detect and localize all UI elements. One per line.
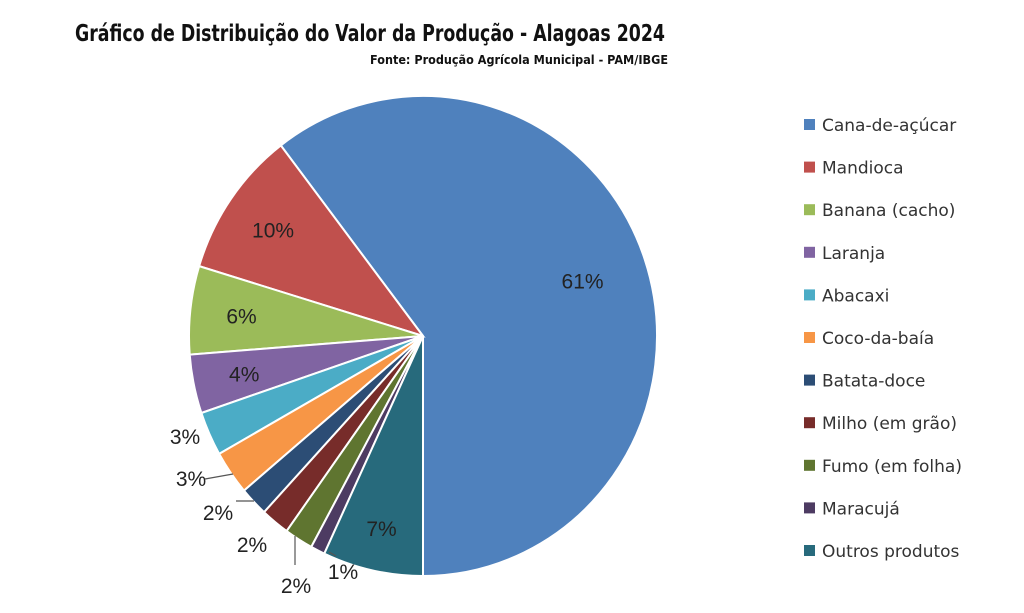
chart-title: Gráfico de Distribuição do Valor da Prod…	[75, 21, 665, 47]
legend-entry: Abacaxi	[822, 286, 889, 306]
legend-entry: Batata-doce	[822, 372, 925, 392]
legend-entry: Cana-de-açúcar	[822, 116, 956, 136]
legend-entry: Laranja	[822, 244, 885, 264]
leader-line	[328, 551, 337, 557]
legend-swatch	[804, 417, 815, 429]
data-label: 2%	[237, 534, 267, 557]
legend-swatch	[804, 332, 815, 343]
legend-entry: Coco-da-baía	[822, 329, 934, 349]
legend-swatch	[804, 246, 815, 258]
legend-swatch	[804, 374, 815, 386]
legend-swatch	[804, 119, 815, 130]
data-label: 61%	[562, 271, 604, 294]
data-label: 10%	[252, 219, 294, 242]
legend-swatch	[804, 204, 815, 216]
legend-swatch	[804, 545, 815, 556]
leader-line	[204, 473, 234, 480]
legend-swatch	[804, 161, 815, 173]
data-label: 3%	[176, 468, 206, 491]
data-label: 7%	[366, 518, 396, 541]
legend-swatch	[804, 459, 815, 471]
legend-swatch	[804, 289, 815, 301]
data-label: 2%	[281, 575, 311, 598]
legend-entry: Milho (em grão)	[822, 414, 957, 434]
data-label: 4%	[229, 364, 259, 387]
pie-slice	[197, 143, 426, 338]
legend-entry: Fumo (em folha)	[822, 457, 962, 477]
data-label: 3%	[170, 426, 200, 449]
chart-subtitle: Fonte: Produção Agrícola Municipal - PAM…	[370, 53, 668, 67]
data-label: 2%	[203, 502, 233, 525]
legend-entry: Outros produtos	[822, 542, 960, 562]
legend-entry: Maracujá	[822, 499, 900, 519]
legend-entry: Mandioca	[822, 159, 904, 179]
data-label: 6%	[226, 306, 256, 329]
legend-swatch	[804, 502, 815, 514]
data-label: 1%	[328, 561, 358, 584]
pie-slice	[322, 335, 424, 578]
pie-slice	[279, 95, 658, 578]
legend-entry: Banana (cacho)	[822, 201, 955, 221]
